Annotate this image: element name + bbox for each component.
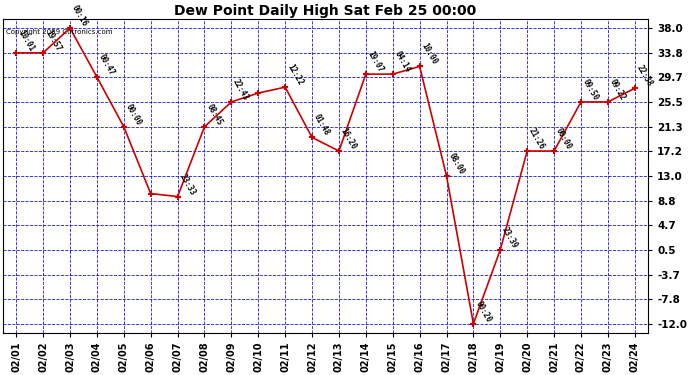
Text: 22:38: 22:38 <box>635 64 654 88</box>
Text: 00:00: 00:00 <box>554 126 573 151</box>
Text: 09:22: 09:22 <box>608 77 627 102</box>
Text: 16:20: 16:20 <box>339 126 358 151</box>
Text: Copyright 2009 Cutronics.com: Copyright 2009 Cutronics.com <box>6 28 112 34</box>
Text: 23:33: 23:33 <box>177 172 197 196</box>
Text: 04:14: 04:14 <box>393 50 412 74</box>
Text: 12:22: 12:22 <box>285 63 304 87</box>
Text: 08:45: 08:45 <box>204 102 224 127</box>
Text: 00:47: 00:47 <box>97 53 116 77</box>
Text: 21:26: 21:26 <box>527 126 546 151</box>
Text: 19:07: 19:07 <box>366 50 385 74</box>
Text: 00:00: 00:00 <box>124 102 143 127</box>
Text: 22:43: 22:43 <box>231 77 250 102</box>
Text: 00:16: 00:16 <box>70 3 90 28</box>
Text: 19:57: 19:57 <box>43 28 63 53</box>
Text: 01:48: 01:48 <box>312 113 331 137</box>
Text: 10:01: 10:01 <box>17 28 36 53</box>
Text: 09:50: 09:50 <box>581 77 600 102</box>
Text: 10:00: 10:00 <box>420 42 439 66</box>
Title: Dew Point Daily High Sat Feb 25 00:00: Dew Point Daily High Sat Feb 25 00:00 <box>175 4 477 18</box>
Text: 00:20: 00:20 <box>473 299 493 324</box>
Text: 08:00: 08:00 <box>446 152 466 176</box>
Text: 23:39: 23:39 <box>500 225 520 250</box>
